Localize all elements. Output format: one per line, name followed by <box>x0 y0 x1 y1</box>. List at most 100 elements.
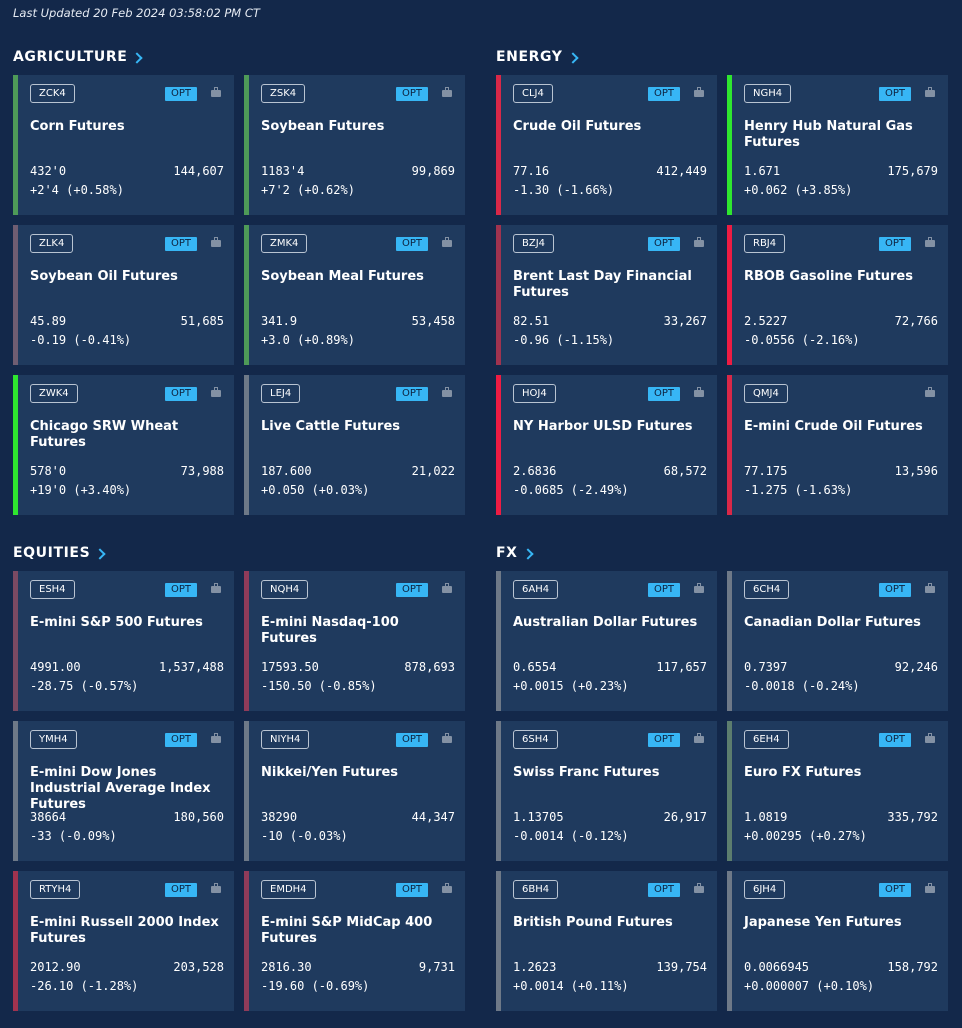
briefcase-icon[interactable] <box>211 733 221 743</box>
section-title-agriculture[interactable]: AGRICULTURE <box>13 49 144 65</box>
contract-code-badge[interactable]: 6CH4 <box>744 580 790 599</box>
options-badge[interactable]: OPT <box>647 87 680 101</box>
options-badge[interactable]: OPT <box>164 733 197 747</box>
options-badge[interactable]: OPT <box>878 883 911 897</box>
options-badge[interactable]: OPT <box>647 387 680 401</box>
options-badge[interactable]: OPT <box>647 883 680 897</box>
contract-code-badge[interactable]: NIYH4 <box>261 730 310 749</box>
briefcase-icon[interactable] <box>925 583 935 593</box>
contract-code-badge[interactable]: 6EH4 <box>744 730 789 749</box>
futures-card[interactable]: ESH4 OPT E-mini S&P 500 Futures 4991.00 1,53… <box>13 571 234 711</box>
contract-code-badge[interactable]: 6SH4 <box>513 730 558 749</box>
futures-card[interactable]: NQH4 OPT E-mini Nasdaq-100 Futures 17593.50… <box>244 571 465 711</box>
contract-code-badge[interactable]: EMDH4 <box>261 880 316 899</box>
contract-code-badge[interactable]: 6BH4 <box>513 880 559 899</box>
futures-card[interactable]: BZJ4 OPT Brent Last Day Financial Futures 8… <box>496 225 717 365</box>
options-badge[interactable]: OPT <box>164 387 197 401</box>
briefcase-icon[interactable] <box>694 883 704 893</box>
futures-card[interactable]: ZLK4 OPT Soybean Oil Futures 45.89 51,685 -0.… <box>13 225 234 365</box>
contract-code-badge[interactable]: CLJ4 <box>513 84 553 103</box>
futures-card[interactable]: EMDH4 OPT E-mini S&P MidCap 400 Futures 281… <box>244 871 465 1011</box>
futures-card[interactable]: ZSK4 OPT Soybean Futures 1183'4 99,869 +7'2 (… <box>244 75 465 215</box>
futures-card[interactable]: RTYH4 OPT E-mini Russell 2000 Index Future… <box>13 871 234 1011</box>
contract-code-badge[interactable]: ZWK4 <box>30 384 78 403</box>
futures-card[interactable]: 6EH4 OPT Euro FX Futures 1.0819 335,792 +0.00… <box>727 721 948 861</box>
contract-code-badge[interactable]: ZMK4 <box>261 234 308 253</box>
contract-code-badge[interactable]: ZLK4 <box>30 234 74 253</box>
options-badge[interactable]: OPT <box>647 237 680 251</box>
section-title-fx[interactable]: FX <box>496 545 534 561</box>
futures-card[interactable]: LEJ4 OPT Live Cattle Futures 187.600 21,022 +… <box>244 375 465 515</box>
briefcase-icon[interactable] <box>211 387 221 397</box>
briefcase-icon[interactable] <box>925 883 935 893</box>
options-badge[interactable]: OPT <box>395 733 428 747</box>
briefcase-icon[interactable] <box>442 237 452 247</box>
briefcase-icon[interactable] <box>442 387 452 397</box>
options-badge[interactable]: OPT <box>164 87 197 101</box>
contract-code-badge[interactable]: RTYH4 <box>30 880 81 899</box>
futures-card[interactable]: YMH4 OPT E-mini Dow Jones Industrial Avera… <box>13 721 234 861</box>
contract-code-badge[interactable]: LEJ4 <box>261 384 301 403</box>
briefcase-icon[interactable] <box>211 883 221 893</box>
futures-card[interactable]: ZWK4 OPT Chicago SRW Wheat Futures 578'0 73,… <box>13 375 234 515</box>
contract-code-badge[interactable]: YMH4 <box>30 730 77 749</box>
futures-card[interactable]: 6BH4 OPT British Pound Futures 1.2623 139,75… <box>496 871 717 1011</box>
futures-card[interactable]: ZMK4 OPT Soybean Meal Futures 341.9 53,458 +3… <box>244 225 465 365</box>
briefcase-icon[interactable] <box>925 87 935 97</box>
contract-code-badge[interactable]: NGH4 <box>744 84 792 103</box>
options-badge[interactable]: OPT <box>878 583 911 597</box>
options-badge[interactable]: OPT <box>395 883 428 897</box>
section-title-equities[interactable]: EQUITIES <box>13 545 106 561</box>
futures-card[interactable]: NGH4 OPT Henry Hub Natural Gas Futures 1.67… <box>727 75 948 215</box>
briefcase-icon[interactable] <box>925 237 935 247</box>
contract-code-badge[interactable]: ZCK4 <box>30 84 75 103</box>
volume: 73,988 <box>180 464 224 478</box>
options-badge[interactable]: OPT <box>395 237 428 251</box>
options-badge[interactable]: OPT <box>647 583 680 597</box>
options-badge[interactable]: OPT <box>647 733 680 747</box>
options-badge[interactable]: OPT <box>395 87 428 101</box>
briefcase-icon[interactable] <box>442 583 452 593</box>
briefcase-icon[interactable] <box>211 583 221 593</box>
briefcase-icon[interactable] <box>694 387 704 397</box>
briefcase-icon[interactable] <box>694 237 704 247</box>
options-badge[interactable]: OPT <box>164 883 197 897</box>
contract-code-badge[interactable]: QMJ4 <box>744 384 788 403</box>
contract-code-badge[interactable]: RBJ4 <box>744 234 786 253</box>
futures-card[interactable]: ZCK4 OPT Corn Futures 432'0 144,607 +2'4 (+0.… <box>13 75 234 215</box>
briefcase-icon[interactable] <box>694 583 704 593</box>
futures-card[interactable]: HOJ4 OPT NY Harbor ULSD Futures 2.6836 68,57… <box>496 375 717 515</box>
options-badge[interactable]: OPT <box>164 237 197 251</box>
futures-card[interactable]: 6JH4 OPT Japanese Yen Futures 0.0066945 158,… <box>727 871 948 1011</box>
section-title-energy[interactable]: ENERGY <box>496 49 579 65</box>
briefcase-icon[interactable] <box>925 733 935 743</box>
contract-code-badge[interactable]: BZJ4 <box>513 234 555 253</box>
futures-card[interactable]: 6SH4 OPT Swiss Franc Futures 1.13705 26,917 -… <box>496 721 717 861</box>
contract-code-badge[interactable]: ZSK4 <box>261 84 306 103</box>
briefcase-icon[interactable] <box>442 883 452 893</box>
futures-card[interactable]: 6CH4 OPT Canadian Dollar Futures 0.7397 92,2… <box>727 571 948 711</box>
futures-card[interactable]: CLJ4 OPT Crude Oil Futures 77.16 412,449 -1.3… <box>496 75 717 215</box>
contract-code-badge[interactable]: ESH4 <box>30 580 75 599</box>
futures-card[interactable]: RBJ4 OPT RBOB Gasoline Futures 2.5227 72,766… <box>727 225 948 365</box>
briefcase-icon[interactable] <box>211 87 221 97</box>
options-badge[interactable]: OPT <box>395 583 428 597</box>
options-badge[interactable]: OPT <box>878 733 911 747</box>
futures-card[interactable]: NIYH4 OPT Nikkei/Yen Futures 38290 44,347 -10… <box>244 721 465 861</box>
options-badge[interactable]: OPT <box>878 87 911 101</box>
contract-code-badge[interactable]: NQH4 <box>261 580 309 599</box>
briefcase-icon[interactable] <box>211 237 221 247</box>
briefcase-icon[interactable] <box>442 733 452 743</box>
futures-card[interactable]: QMJ4 E-mini Crude Oil Futures 77.175 13,596… <box>727 375 948 515</box>
options-badge[interactable]: OPT <box>164 583 197 597</box>
futures-card[interactable]: 6AH4 OPT Australian Dollar Futures 0.6554 11… <box>496 571 717 711</box>
options-badge[interactable]: OPT <box>395 387 428 401</box>
options-badge[interactable]: OPT <box>878 237 911 251</box>
briefcase-icon[interactable] <box>694 733 704 743</box>
briefcase-icon[interactable] <box>442 87 452 97</box>
briefcase-icon[interactable] <box>694 87 704 97</box>
contract-code-badge[interactable]: HOJ4 <box>513 384 556 403</box>
contract-code-badge[interactable]: 6AH4 <box>513 580 559 599</box>
briefcase-icon[interactable] <box>925 387 935 397</box>
contract-code-badge[interactable]: 6JH4 <box>744 880 786 899</box>
